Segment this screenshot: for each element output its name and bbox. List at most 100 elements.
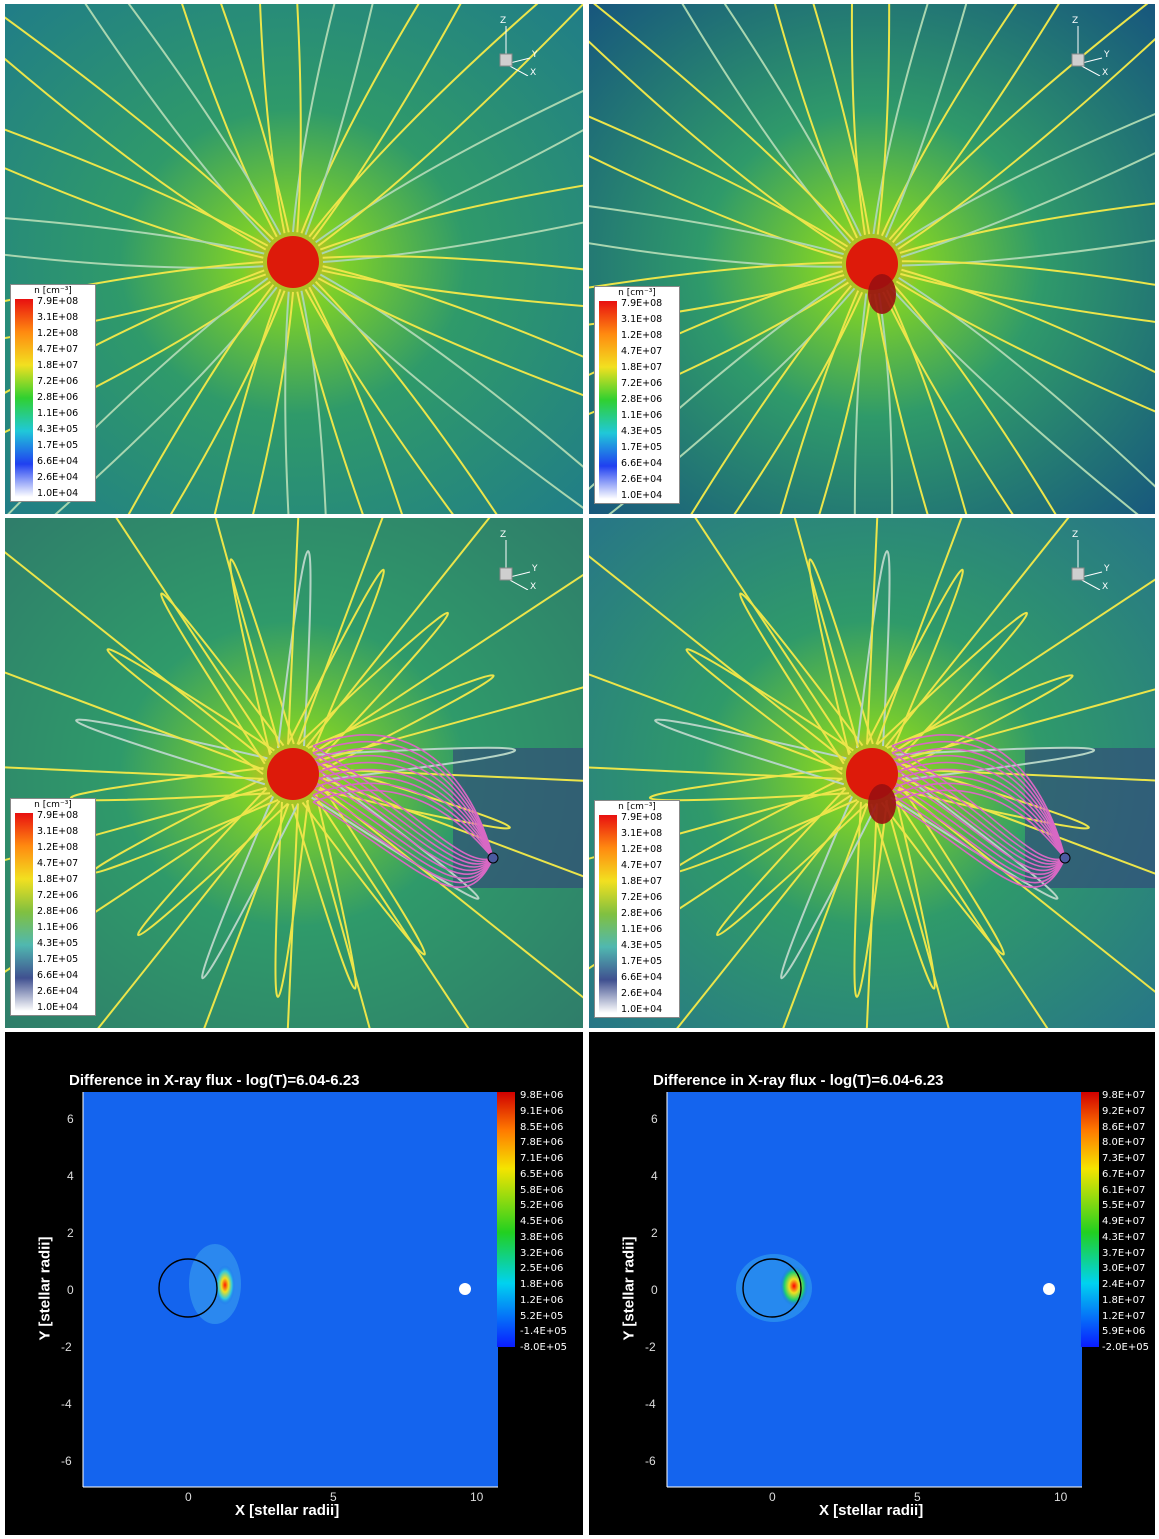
- cb-tick: 7.8E+06: [520, 1137, 564, 1149]
- cb-tick: 5.9E+06: [1102, 1326, 1146, 1338]
- legend-tick: 1.8E+07: [621, 362, 663, 373]
- cb-tick: 3.8E+06: [520, 1231, 564, 1243]
- legend-title: n [cm⁻³]: [34, 800, 72, 810]
- xray-map-left: [82, 1092, 515, 1488]
- ytick: -2: [61, 1340, 72, 1354]
- axis-x: X: [1102, 68, 1109, 78]
- xtick: 0: [185, 1490, 192, 1504]
- axis-x: X: [530, 68, 537, 78]
- legend-tick: 4.3E+05: [621, 940, 663, 951]
- legend-colorbar: [15, 299, 33, 497]
- legend-tick: 6.6E+04: [621, 458, 663, 469]
- xray-xlabel: X [stellar radii]: [235, 1502, 340, 1519]
- xray-colorbar-right-ticks: 9.8E+07 9.2E+07 8.6E+07 8.0E+07 7.3E+07 …: [1102, 1091, 1149, 1353]
- legend-title: n [cm⁻³]: [34, 286, 72, 296]
- xray-map-right: [666, 1092, 1099, 1488]
- axis-y: Y: [1104, 50, 1110, 60]
- legend-tick: 6.6E+04: [621, 972, 663, 983]
- legend-tick: 6.6E+04: [37, 456, 79, 467]
- cb-tick: 1.8E+07: [1102, 1294, 1146, 1306]
- legend-tick: 3.1E+08: [37, 826, 79, 837]
- xray-colorbar-left-ticks: 9.8E+06 9.1E+06 8.5E+06 7.8E+06 7.1E+06 …: [520, 1091, 567, 1353]
- xtick: 0: [769, 1490, 776, 1504]
- legend-tick: 2.8E+06: [37, 392, 79, 403]
- legend-tick: 4.7E+07: [37, 344, 79, 355]
- xray-title: Difference in X-ray flux - log(T)=6.04-6…: [69, 1072, 360, 1089]
- cb-tick: 6.5E+06: [520, 1168, 564, 1180]
- cb-tick: 8.5E+06: [520, 1121, 564, 1133]
- xtick: 5: [914, 1490, 921, 1504]
- legend-tick: 2.6E+04: [621, 988, 663, 999]
- legend-tick: 1.7E+05: [621, 442, 663, 453]
- legend-tick: 3.1E+08: [37, 312, 79, 323]
- legend-colorbar: [599, 301, 617, 499]
- legend-ticks: 7.9E+08 3.1E+08 1.2E+08 4.7E+07 1.8E+07 7.2E+…: [621, 813, 662, 1015]
- legend-tick: 4.7E+07: [621, 346, 663, 357]
- field-line-rendering: [5, 518, 583, 1028]
- cb-tick: 2.5E+06: [520, 1263, 564, 1275]
- legend-tick: 1.7E+05: [621, 956, 663, 967]
- ytick: 0: [651, 1283, 658, 1297]
- legend-tick: 1.8E+07: [37, 360, 79, 371]
- xtick: 5: [330, 1490, 337, 1504]
- legend-tick: 1.1E+06: [621, 924, 663, 935]
- legend-tick: 1.1E+06: [37, 922, 79, 933]
- ytick: 2: [67, 1226, 74, 1240]
- legend-tick: 1.8E+07: [621, 876, 663, 887]
- legend-tick: 1.2E+08: [37, 328, 79, 339]
- ytick: 4: [651, 1169, 658, 1183]
- legend-tick: 3.1E+08: [621, 828, 663, 839]
- cb-tick: 1.2E+07: [1102, 1310, 1146, 1322]
- cb-tick: 6.1E+07: [1102, 1184, 1146, 1196]
- density-legend: n [cm⁻³] 7.9E+08 3.1E+08 1.2E+08 4.7E+07 1.8…: [10, 798, 96, 1016]
- legend-tick: 7.9E+08: [37, 810, 79, 821]
- legend-tick: 1.7E+05: [37, 440, 79, 451]
- axis-z: Z: [1072, 16, 1079, 26]
- density-legend: n [cm⁻³] 7.9E+08 3.1E+08 1.2E+08 4.7E+07 1.8…: [594, 286, 680, 504]
- ytick: -4: [61, 1397, 72, 1411]
- cb-tick: 9.8E+07: [1102, 1090, 1146, 1101]
- xray-panel-left: Difference in X-ray flux - log(T)=6.04-6…: [5, 1032, 583, 1535]
- ytick: -4: [645, 1397, 656, 1411]
- legend-tick: 4.7E+07: [621, 860, 663, 871]
- ytick: -6: [61, 1454, 72, 1468]
- cb-tick: 1.2E+06: [520, 1294, 564, 1306]
- cb-tick: 8.0E+07: [1102, 1137, 1146, 1149]
- xray-ylabel: Y [stellar radii]: [36, 1236, 54, 1341]
- legend-tick: 4.7E+07: [37, 858, 79, 869]
- legend-tick: 4.3E+05: [621, 426, 663, 437]
- density-legend: n [cm⁻³] 7.9E+08 3.1E+08 1.2E+08 4.7E+07 1.8…: [594, 800, 680, 1018]
- xray-title: Difference in X-ray flux - log(T)=6.04-6…: [653, 1072, 944, 1089]
- cb-tick: 2.4E+07: [1102, 1279, 1146, 1290]
- cb-tick: 5.2E+06: [520, 1200, 564, 1212]
- cb-tick: 7.3E+07: [1102, 1153, 1146, 1164]
- legend-tick: 1.0E+04: [621, 490, 663, 501]
- legend-tick: 1.2E+08: [621, 844, 663, 855]
- legend-tick: 7.2E+06: [621, 892, 663, 903]
- cb-tick: 6.7E+07: [1102, 1168, 1146, 1180]
- cb-tick: 9.2E+07: [1102, 1105, 1146, 1117]
- axis-x: X: [1102, 582, 1109, 592]
- cb-tick: 1.8E+06: [520, 1279, 564, 1290]
- legend-tick: 1.8E+07: [37, 874, 79, 885]
- legend-tick: 1.2E+08: [37, 842, 79, 853]
- legend-ticks: 7.9E+08 3.1E+08 1.2E+08 4.7E+07 1.8E+07 7.2E+…: [621, 299, 662, 501]
- cb-tick: -1.4E+05: [520, 1326, 567, 1338]
- density-panel-mid-left: Z Y X n [cm⁻³] 7.9E+08 3.1E+08 1.2E+08 4.7E+…: [5, 518, 583, 1028]
- cb-tick: 8.6E+07: [1102, 1121, 1146, 1133]
- legend-colorbar: [15, 813, 33, 1011]
- cb-tick: 5.2E+05: [520, 1310, 564, 1322]
- legend-tick: 2.6E+04: [37, 472, 79, 483]
- axis-y: Y: [532, 50, 538, 60]
- field-line-rendering: [589, 4, 1155, 514]
- density-legend: n [cm⁻³] 7.9E+08 3.1E+08 1.2E+08 4.7E+07 1.8…: [10, 284, 96, 502]
- legend-tick: 2.6E+04: [621, 474, 663, 485]
- legend-tick: 4.3E+05: [37, 424, 79, 435]
- axis-y: Y: [1104, 564, 1110, 574]
- legend-tick: 1.1E+06: [621, 410, 663, 421]
- legend-tick: 1.0E+04: [621, 1004, 663, 1015]
- legend-tick: 7.9E+08: [37, 296, 79, 307]
- axes-triad: Z Y X: [488, 530, 548, 592]
- ytick: -6: [645, 1454, 656, 1468]
